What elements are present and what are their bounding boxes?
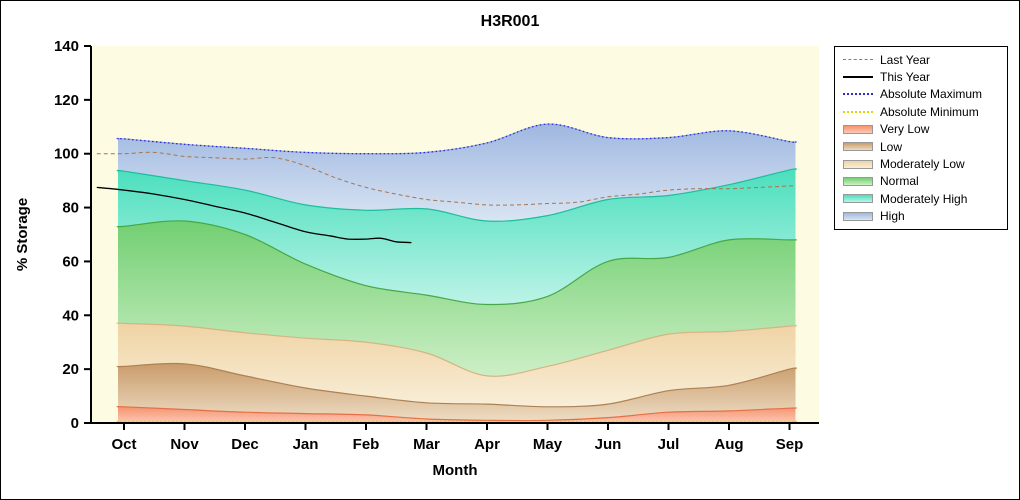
legend-label: This Year: [880, 70, 931, 85]
chart-title: H3R001: [480, 13, 540, 30]
legend-label: Normal: [880, 174, 919, 189]
legend-label: Very Low: [880, 122, 930, 137]
y-tick-label: 140: [54, 38, 79, 55]
band-high: [117, 124, 797, 222]
legend-line-sample-icon: [843, 59, 873, 61]
x-tick-label: Sep: [776, 436, 804, 453]
line-last-year: [96, 151, 796, 206]
legend-item-low: Low: [835, 138, 1007, 155]
legend-band-sample-icon: [843, 194, 873, 204]
y-tick-label: 100: [54, 146, 79, 163]
x-tick-label: Feb: [353, 436, 380, 453]
y-tick-label: 60: [62, 253, 79, 270]
x-tick-label: Mar: [413, 436, 440, 453]
line-this-year: [96, 186, 412, 244]
legend-item-absolute-maximum: Absolute Maximum: [835, 86, 1007, 103]
legend-item-moderately-high: Moderately High: [835, 190, 1007, 207]
band-moderately-high: [117, 168, 797, 305]
x-tick-label: Jan: [293, 436, 319, 453]
y-tick-label: 40: [62, 307, 79, 324]
x-tick-label: Jun: [595, 436, 622, 453]
legend-band-sample-icon: [843, 176, 873, 186]
legend: Last Year This Year Absolute Maximum Absolu…: [834, 46, 1008, 230]
legend-line-sample-icon: [843, 93, 873, 96]
band-edge-moderately-low: [116, 322, 797, 377]
legend-band-sample-icon: [843, 159, 873, 169]
y-tick-label: 0: [71, 415, 79, 432]
band-very-low: [117, 406, 797, 423]
band-moderately-low: [117, 323, 797, 407]
legend-band-sample-icon: [843, 142, 873, 152]
legend-item-last-year: Last Year: [835, 51, 1007, 68]
legend-label: Last Year: [880, 52, 931, 67]
x-tick-label: Apr: [474, 436, 500, 453]
band-edge-normal: [116, 220, 797, 306]
legend-label: High: [880, 209, 905, 224]
legend-band-sample-icon: [843, 124, 873, 134]
legend-label: Moderately High: [880, 191, 968, 206]
legend-label: Low: [880, 139, 903, 154]
band-low: [117, 363, 797, 421]
line-absolute-maximum: [116, 123, 797, 155]
legend-item-normal: Normal: [835, 173, 1007, 190]
legend-item-high: High: [835, 208, 1007, 225]
legend-line-sample-icon: [843, 110, 873, 113]
legend-line-sample-icon: [843, 76, 873, 79]
legend-label: Absolute Maximum: [880, 87, 983, 102]
legend-item-moderately-low: Moderately Low: [835, 155, 1007, 172]
legend-label: Moderately Low: [880, 157, 965, 172]
legend-item-very-low: Very Low: [835, 121, 1007, 138]
band-normal: [117, 220, 797, 377]
legend-item-this-year: This Year: [835, 68, 1007, 85]
y-tick-label: 80: [62, 200, 79, 217]
band-edge-low: [116, 362, 797, 408]
x-tick-label: Aug: [714, 436, 743, 453]
legend-label: Absolute Minimum: [880, 104, 979, 119]
band-edge-very-low: [116, 406, 797, 422]
legend-item-absolute-minimum: Absolute Minimum: [835, 103, 1007, 120]
legend-band-sample-icon: [843, 211, 873, 221]
x-tick-label: Jul: [658, 436, 680, 453]
x-tick-label: Nov: [170, 436, 199, 453]
y-tick-label: 120: [54, 92, 79, 109]
y-tick-label: 20: [62, 361, 79, 378]
x-axis-label: Month: [433, 462, 478, 479]
band-edge-moderately-high: [116, 168, 797, 222]
x-tick-label: Dec: [231, 436, 259, 453]
y-axis-label: % Storage: [14, 198, 31, 271]
x-tick-label: Oct: [111, 436, 136, 453]
x-tick-label: May: [533, 436, 563, 453]
